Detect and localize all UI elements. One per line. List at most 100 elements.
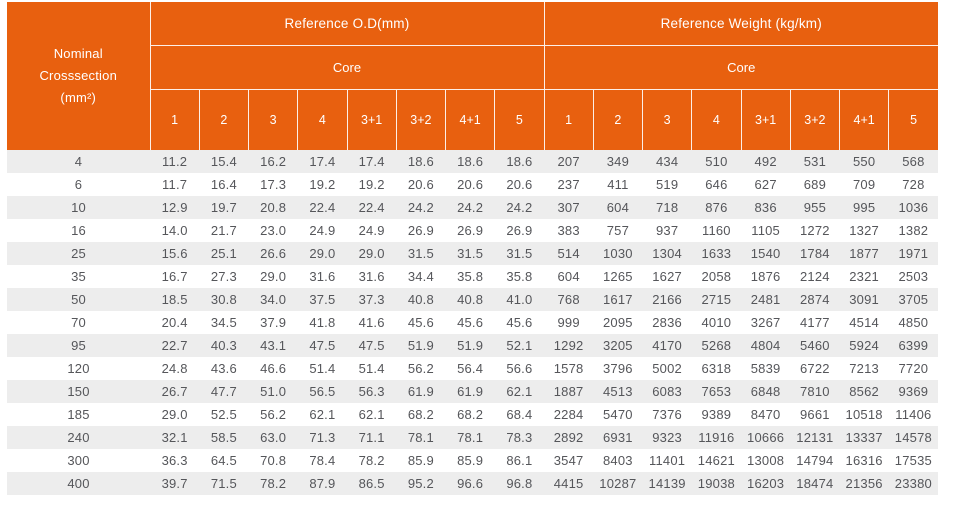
weight-value-cell: 689 <box>790 173 840 196</box>
weight-value-cell: 2321 <box>839 265 889 288</box>
od-value-cell: 31.6 <box>347 265 397 288</box>
table-row: 25 15.6 25.1 26.6 29.0 29.0 31.5 31.5 31.5 514 103… <box>7 242 938 265</box>
table-row: 50 18.5 30.8 34.0 37.5 37.3 40.8 40.8 41.0 768 161… <box>7 288 938 311</box>
od-value-cell: 11.7 <box>150 173 200 196</box>
corner-line-3: (mm²) <box>60 90 97 105</box>
od-value-cell: 29.0 <box>150 403 200 426</box>
weight-value-cell: 2481 <box>741 288 791 311</box>
weight-value-cell: 1272 <box>790 219 840 242</box>
table-row: 400 39.7 71.5 78.2 87.9 86.5 95.2 96.6 96.8 4415 1… <box>7 472 938 495</box>
weight-value-cell: 937 <box>642 219 692 242</box>
od-value-cell: 26.9 <box>494 219 544 242</box>
weight-value-cell: 1876 <box>741 265 791 288</box>
od-value-cell: 20.4 <box>150 311 200 334</box>
od-value-cell: 43.1 <box>248 334 298 357</box>
od-value-cell: 31.6 <box>297 265 347 288</box>
weight-value-cell: 5924 <box>839 334 889 357</box>
od-value-cell: 24.2 <box>396 196 446 219</box>
od-value-cell: 24.9 <box>297 219 347 242</box>
od-value-cell: 18.6 <box>445 150 495 173</box>
core-column-header: 2 <box>592 89 643 150</box>
od-value-cell: 40.3 <box>199 334 249 357</box>
table-row: 70 20.4 34.5 37.9 41.8 41.6 45.6 45.6 45.6 999 209… <box>7 311 938 334</box>
weight-value-cell: 2166 <box>642 288 692 311</box>
od-value-cell: 23.0 <box>248 219 298 242</box>
od-value-cell: 62.1 <box>347 403 397 426</box>
od-value-cell: 36.3 <box>150 449 200 472</box>
table-row: 240 32.1 58.5 63.0 71.3 71.1 78.1 78.1 78.3 2892 6… <box>7 426 938 449</box>
weight-value-cell: 1036 <box>888 196 938 219</box>
crosssection-cell: 4 <box>7 150 150 173</box>
weight-value-cell: 718 <box>642 196 692 219</box>
od-value-cell: 12.9 <box>150 196 200 219</box>
od-value-cell: 31.5 <box>494 242 544 265</box>
od-value-cell: 26.7 <box>150 380 200 403</box>
core-column-header: 1 <box>149 89 200 150</box>
crosssection-cell: 400 <box>7 472 150 495</box>
od-value-cell: 71.1 <box>347 426 397 449</box>
crosssection-cell: 185 <box>7 403 150 426</box>
table-row: 120 24.8 43.6 46.6 51.4 51.4 56.2 56.4 56.6 1578 3… <box>7 357 938 380</box>
weight-value-cell: 876 <box>691 196 741 219</box>
crosssection-cell: 50 <box>7 288 150 311</box>
od-value-cell: 95.2 <box>396 472 446 495</box>
weight-value-cell: 7653 <box>691 380 741 403</box>
weight-value-cell: 4850 <box>888 311 938 334</box>
od-value-cell: 39.7 <box>150 472 200 495</box>
weight-value-cell: 8562 <box>839 380 889 403</box>
od-value-cell: 25.1 <box>199 242 249 265</box>
weight-value-cell: 2058 <box>691 265 741 288</box>
weight-value-cell: 9369 <box>888 380 938 403</box>
crosssection-cell: 10 <box>7 196 150 219</box>
section-title-row: Nominal Crosssection (mm²) Reference O.D… <box>7 2 938 150</box>
weight-value-cell: 510 <box>691 150 741 173</box>
weight-value-cell: 1540 <box>741 242 791 265</box>
weight-value-cell: 2095 <box>593 311 643 334</box>
core-column-header: 5 <box>494 89 544 150</box>
weight-value-cell: 3796 <box>593 357 643 380</box>
weight-value-cell: 4415 <box>544 472 594 495</box>
weight-value-cell: 5002 <box>642 357 692 380</box>
od-value-cell: 62.1 <box>494 380 544 403</box>
page-content: Nominal Crosssection (mm²) Reference O.D… <box>7 2 938 495</box>
core-column-header: 1 <box>543 89 594 150</box>
weight-value-cell: 1971 <box>888 242 938 265</box>
od-value-cell: 37.5 <box>297 288 347 311</box>
weight-value-cell: 14621 <box>691 449 741 472</box>
core-column-header: 4 <box>691 89 741 150</box>
weight-value-cell: 6848 <box>741 380 791 403</box>
weight-value-cell: 728 <box>888 173 938 196</box>
weight-value-cell: 2284 <box>544 403 594 426</box>
weight-value-cell: 14794 <box>790 449 840 472</box>
weight-value-cell: 4170 <box>642 334 692 357</box>
weight-value-cell: 11401 <box>642 449 692 472</box>
od-value-cell: 22.7 <box>150 334 200 357</box>
crosssection-cell: 70 <box>7 311 150 334</box>
od-value-cell: 34.5 <box>199 311 249 334</box>
weight-value-cell: 10287 <box>593 472 643 495</box>
weight-value-cell: 2874 <box>790 288 840 311</box>
weight-value-cell: 531 <box>790 150 840 173</box>
od-value-cell: 31.5 <box>396 242 446 265</box>
weight-value-cell: 4514 <box>839 311 889 334</box>
od-value-cell: 18.6 <box>494 150 544 173</box>
od-value-cell: 17.3 <box>248 173 298 196</box>
weight-value-cell: 18474 <box>790 472 840 495</box>
weight-value-cell: 4010 <box>691 311 741 334</box>
crosssection-cell: 16 <box>7 219 150 242</box>
od-value-cell: 78.3 <box>494 426 544 449</box>
od-value-cell: 71.3 <box>297 426 347 449</box>
weight-value-cell: 768 <box>544 288 594 311</box>
od-value-cell: 19.2 <box>297 173 347 196</box>
od-value-cell: 78.2 <box>347 449 397 472</box>
weight-value-cell: 836 <box>741 196 791 219</box>
weight-value-cell: 307 <box>544 196 594 219</box>
od-value-cell: 58.5 <box>199 426 249 449</box>
od-value-cell: 68.2 <box>396 403 446 426</box>
weight-value-cell: 1633 <box>691 242 741 265</box>
weight-value-cell: 9661 <box>790 403 840 426</box>
od-value-cell: 16.4 <box>199 173 249 196</box>
od-value-cell: 61.9 <box>445 380 495 403</box>
weight-value-cell: 16316 <box>839 449 889 472</box>
weight-value-cell: 6318 <box>691 357 741 380</box>
